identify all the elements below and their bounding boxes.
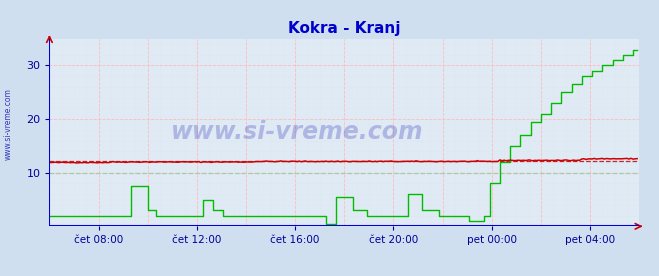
Text: www.si-vreme.com: www.si-vreme.com — [171, 121, 424, 144]
Title: Kokra - Kranj: Kokra - Kranj — [288, 21, 401, 36]
Text: www.si-vreme.com: www.si-vreme.com — [3, 88, 13, 160]
